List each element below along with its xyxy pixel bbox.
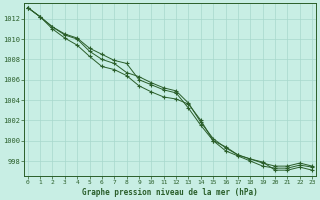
X-axis label: Graphe pression niveau de la mer (hPa): Graphe pression niveau de la mer (hPa): [82, 188, 258, 197]
